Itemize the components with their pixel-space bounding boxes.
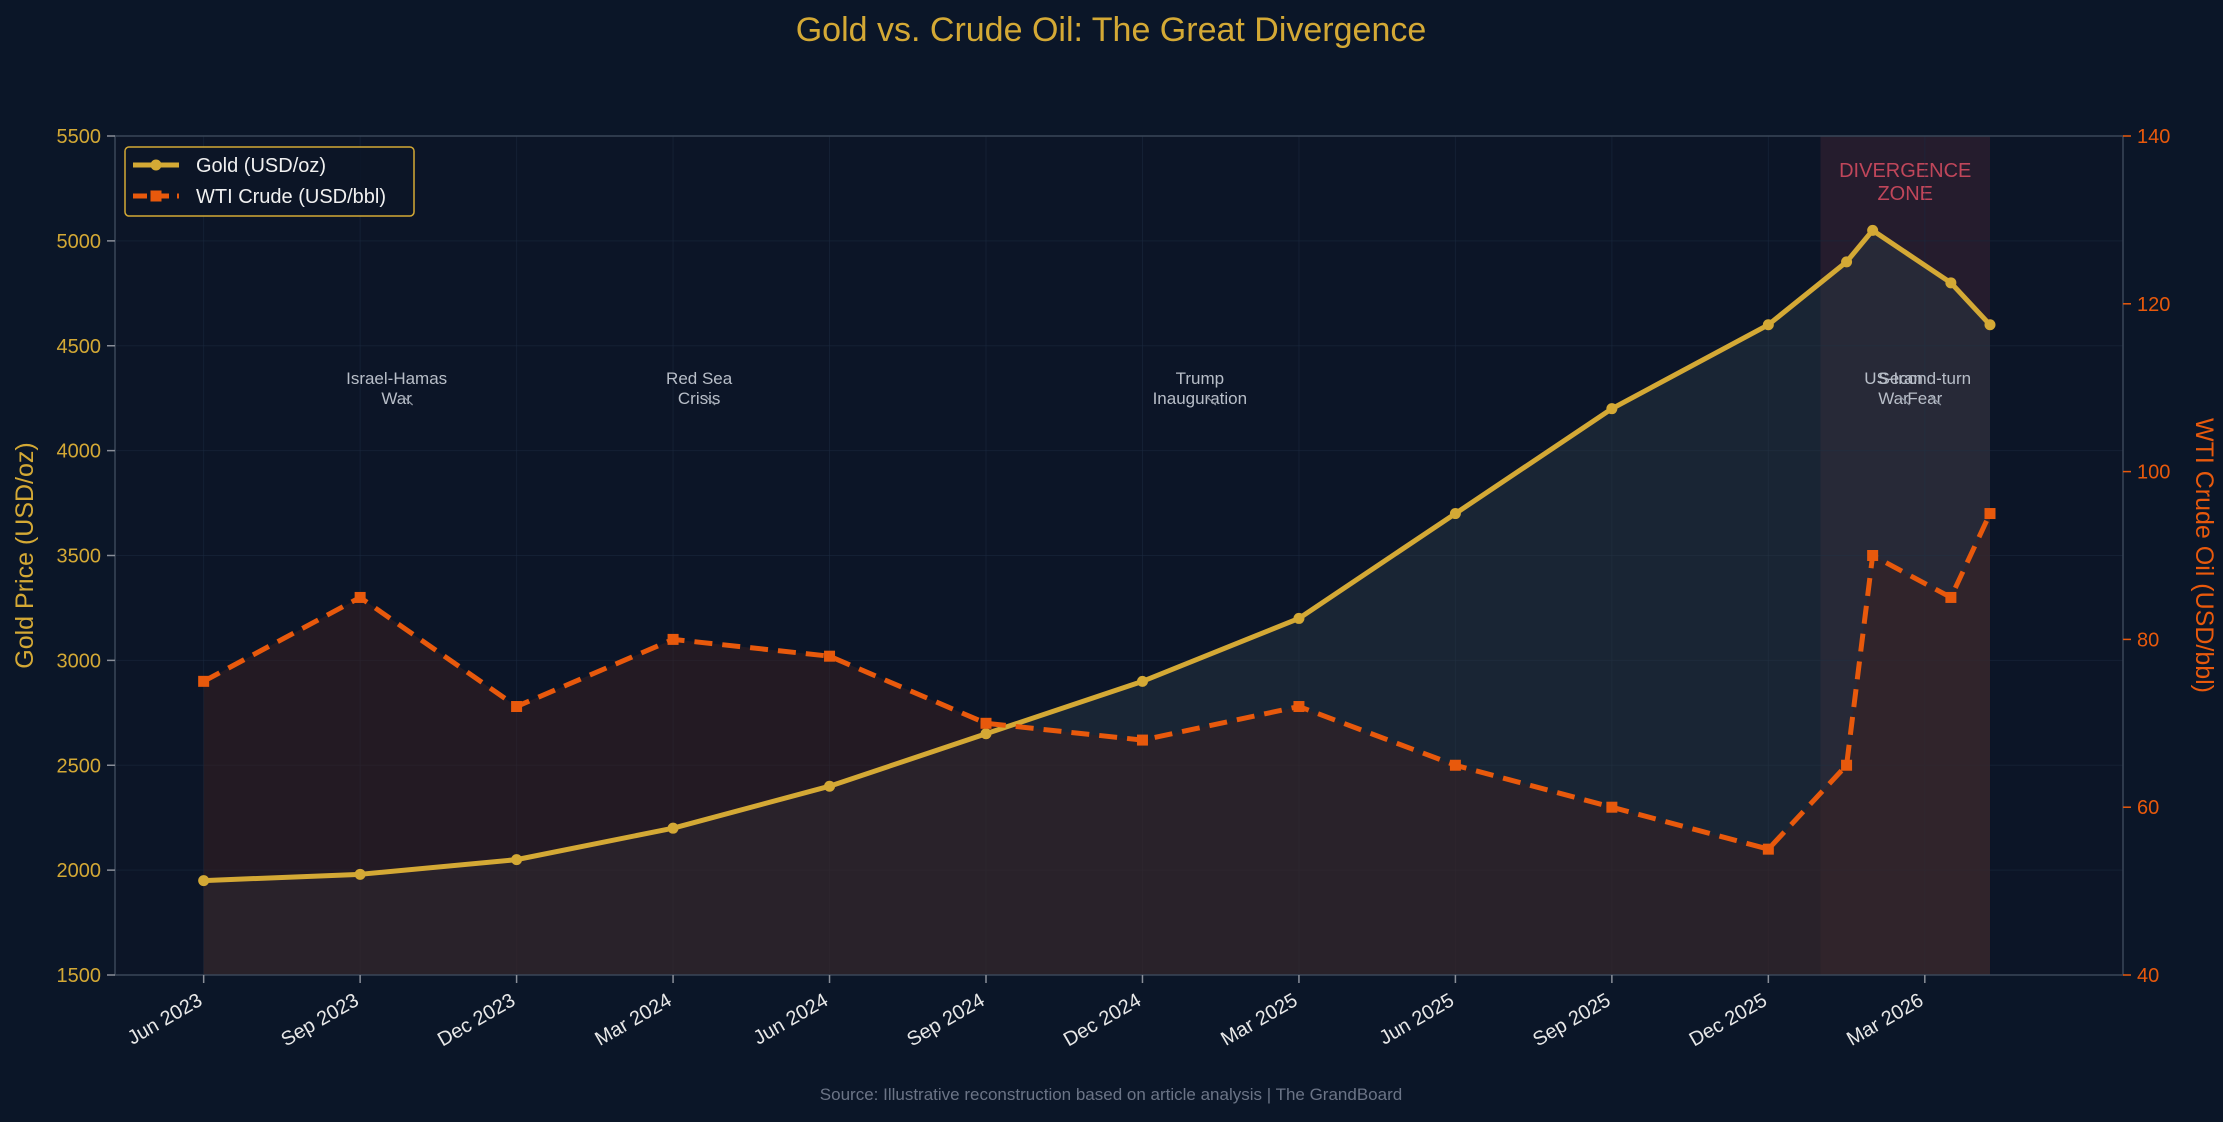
y2-tick-label: 60 [2137,797,2159,819]
gold-point [354,868,366,880]
x-tick-label: Sep 2025 [1529,989,1614,1051]
y-tick-label: 2000 [57,860,102,882]
gold-point [667,822,679,834]
event-annotation-line2: War [1878,389,1909,408]
y2-tick-label: 140 [2137,126,2170,148]
source-caption: Source: Illustrative reconstruction base… [820,1085,1402,1104]
oil-point [1841,759,1853,771]
gold-point [511,854,523,866]
gold-point [1762,319,1774,331]
oil-point [1136,734,1148,746]
legend-gold-label: Gold (USD/oz) [196,155,326,177]
oil-point [1762,843,1774,855]
annotation-arrow [1205,395,1217,406]
event-annotation-line1: Second-turn [1878,369,1971,388]
event-annotation-line2: War [381,389,412,408]
y2-axis-label: WTI Crude Oil (USD/bbl) [2190,418,2218,693]
x-tick-label: Jun 2025 [1376,989,1458,1049]
annotation-arrow [402,395,414,406]
legend-oil-label: WTI Crude (USD/bbl) [196,186,386,208]
gold-point [1867,224,1879,236]
x-tick-label: Sep 2023 [277,989,362,1051]
y-tick-label: 4000 [57,441,102,463]
gold-point [1841,256,1853,268]
oil-point [980,717,992,729]
oil-point [1867,550,1879,561]
oil-point [824,650,836,662]
oil-point [1293,701,1305,713]
series-layer [198,224,1996,887]
event-annotation-line1: Red Sea [666,369,733,388]
gold-point [1449,508,1461,520]
x-tick-label: Mar 2024 [591,989,675,1050]
y-tick-label: 5000 [57,231,102,253]
x-tick-label: Mar 2026 [1843,989,1927,1050]
y2-tick-label: 100 [2137,462,2170,484]
y2-tick-label: 120 [2137,294,2170,316]
legend-gold-marker [150,159,162,171]
oil-point [198,675,210,687]
x-tick-label: Dec 2025 [1686,989,1771,1051]
gold-point [1606,403,1618,415]
gold-point [1984,319,1996,331]
gold-point [1293,612,1305,624]
annotation-arrow [704,395,716,406]
y-tick-label: 1500 [57,965,102,987]
x-tick-label: Jun 2024 [750,989,832,1049]
oil-point [511,701,523,713]
x-tick-label: Sep 2024 [903,989,988,1051]
x-tick-label: Mar 2025 [1217,989,1301,1050]
y2-tick-label: 40 [2137,965,2159,987]
legend-box [124,146,415,217]
oil-area-fill [203,513,1991,975]
divergence-zone-label-line2: ZONE [1877,183,1933,205]
legend-oil-marker [150,190,162,202]
gold-point [198,875,210,887]
gold-point [1136,675,1148,687]
oil-point [1449,759,1461,771]
event-annotation-line2: Crisis [678,389,721,408]
gold-point [1945,277,1957,289]
annotation-arrow [1930,395,1942,406]
gold-point [824,780,836,792]
annotation-arrow [1899,395,1910,406]
x-tick-label: Dec 2023 [434,989,519,1051]
event-annotation-line1: Trump [1176,369,1225,388]
x-tick-label: Jun 2023 [124,989,206,1049]
y-tick-label: 2500 [57,755,102,777]
chart-title: Gold vs. Crude Oil: The Great Divergence [796,11,1427,49]
event-annotation-line2: Fear [1907,389,1942,408]
divergence-zone-label-line1: DIVERGENCE [1839,160,1971,182]
event-annotation-line1: US-Iran [1864,369,1923,388]
y-tick-label: 3500 [57,546,102,568]
y2-tick-label: 80 [2137,629,2159,651]
x-tick-label: Dec 2024 [1060,989,1145,1051]
y-axis-label: Gold Price (USD/oz) [11,442,39,668]
oil-point [1945,591,1957,603]
oil-point [354,591,366,603]
event-annotation-line2: Inauguration [1153,389,1248,408]
oil-point [1606,801,1618,813]
oil-point [667,633,679,645]
y-tick-label: 3000 [57,650,102,672]
gold-point [980,728,992,740]
y-tick-label: 5500 [57,126,102,148]
oil-point [1984,508,1996,520]
legend: Gold (USD/oz) WTI Crude (USD/bbl) [124,146,415,217]
y-tick-label: 4500 [57,336,102,358]
event-annotation-line1: Israel-Hamas [346,369,447,388]
